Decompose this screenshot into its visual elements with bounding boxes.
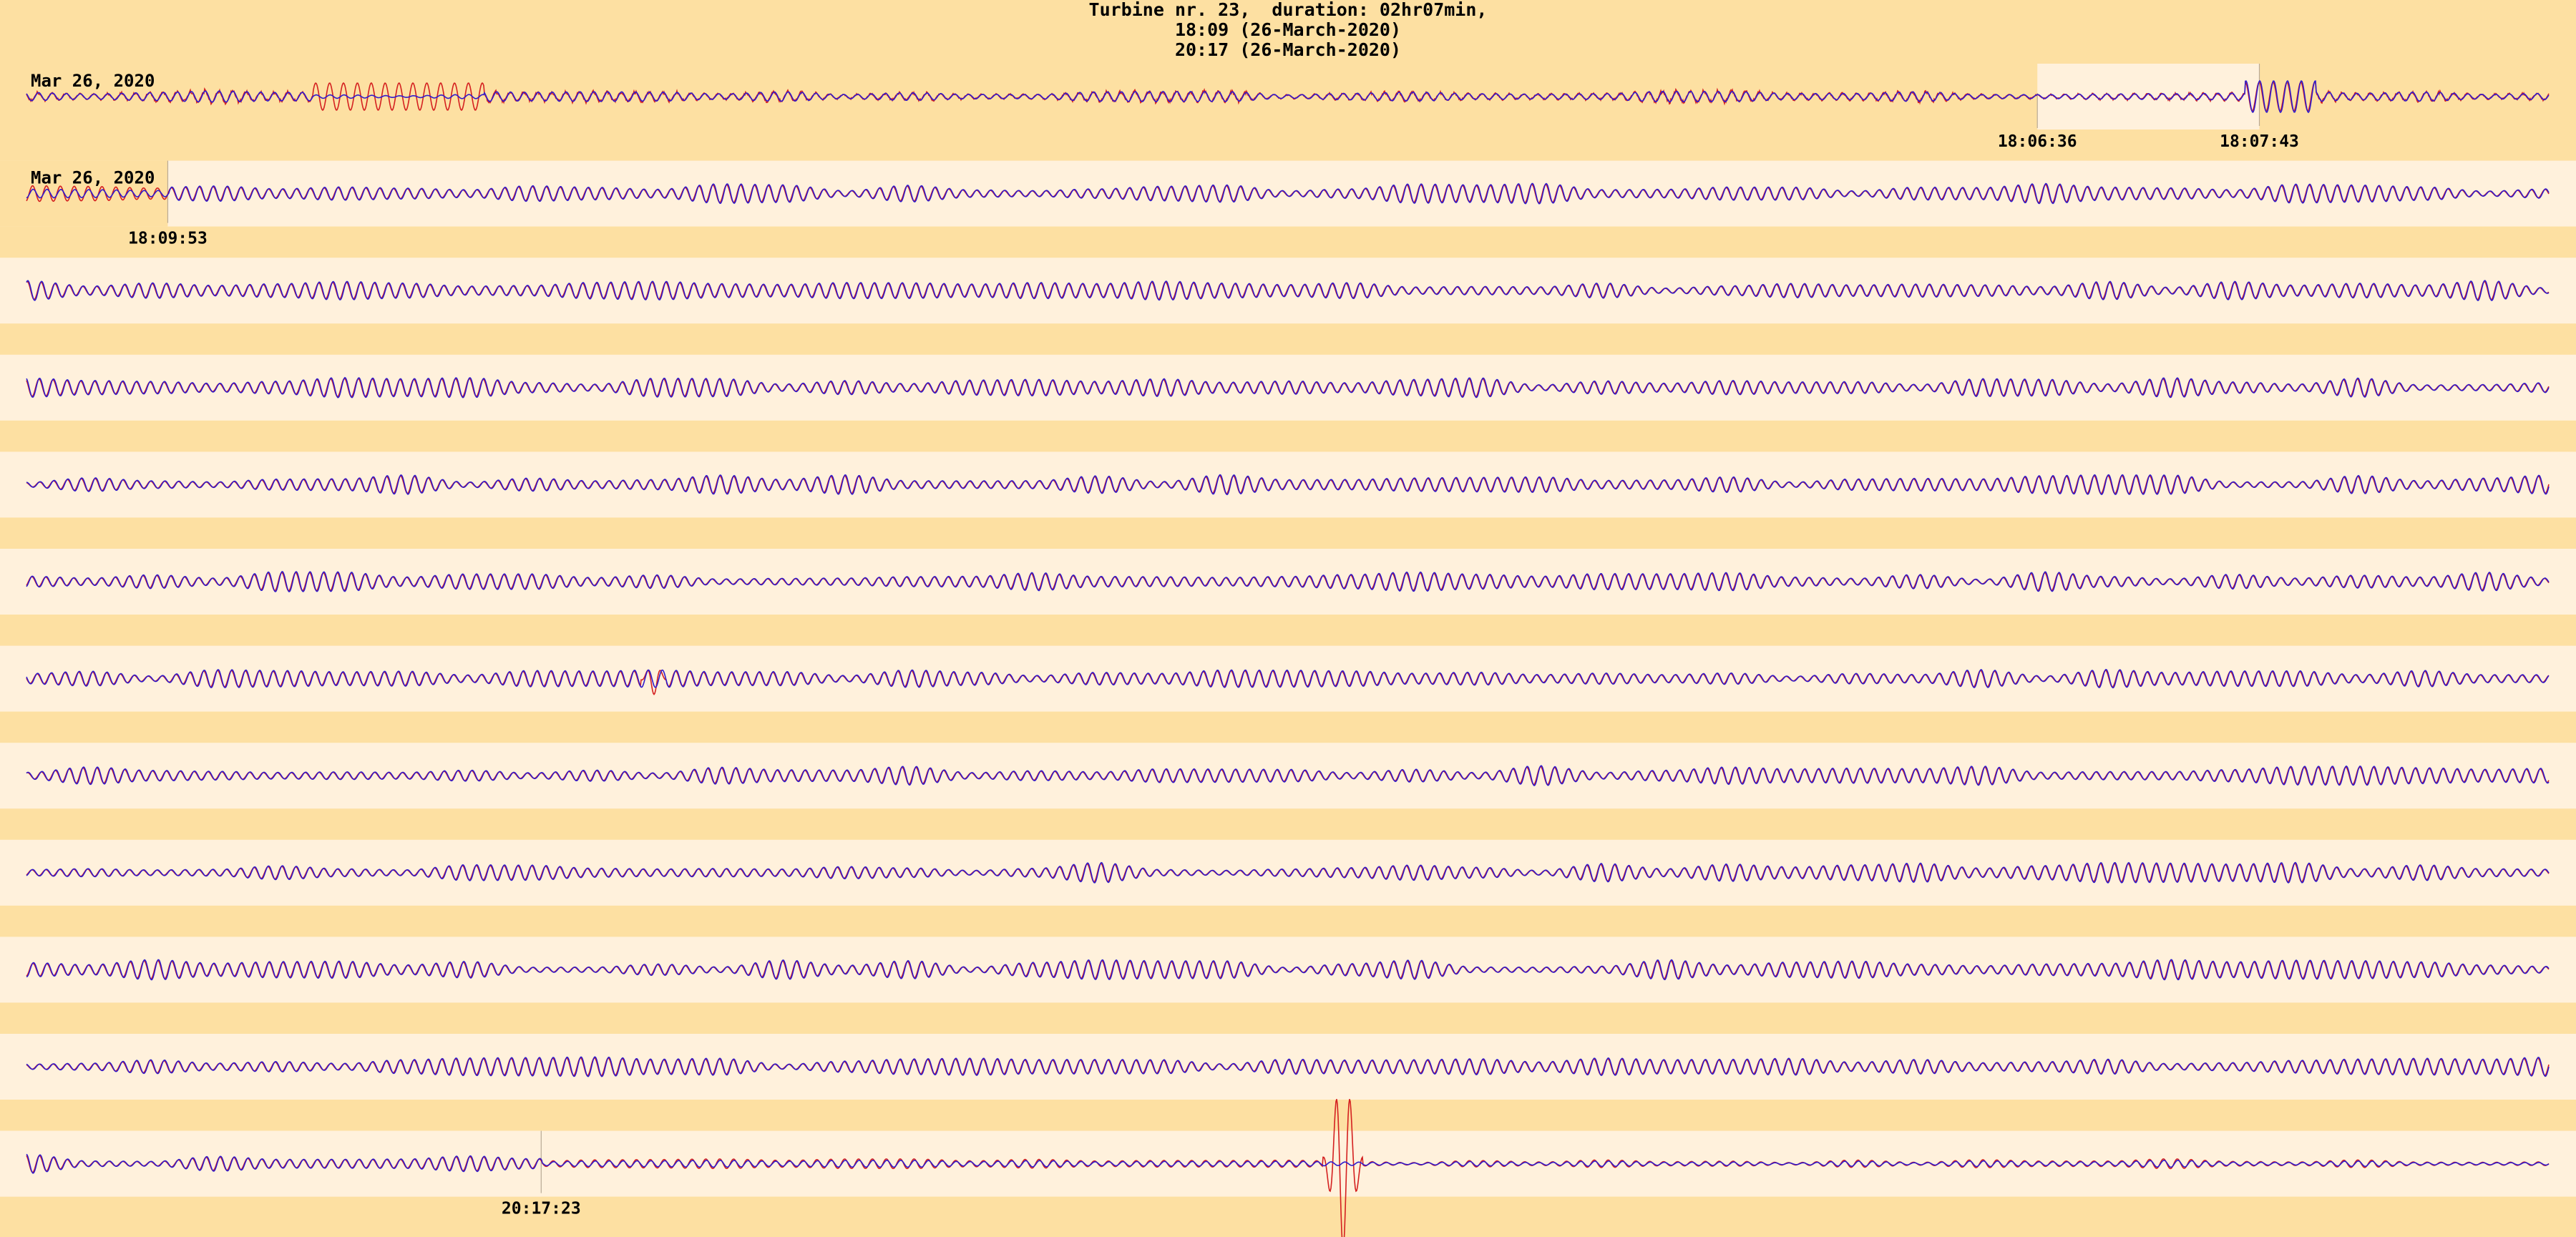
chart-end-time: 20:17 (26-March-2020) [1174,39,1402,60]
trace-lines [26,79,2550,1237]
highlight-span [2037,64,2260,129]
row-bands [0,64,2576,1197]
trace-series-blue [26,1153,2550,1174]
trace-series-blue [26,474,2550,496]
trace-series-blue [26,861,2550,884]
row-band [0,937,2576,1003]
row-time-label: 18:09:53 [128,230,208,248]
row-band [0,549,2576,615]
trace-series-blue [26,376,2550,399]
chart-start-time: 18:09 (26-March-2020) [1174,19,1402,40]
trace-series-blue [26,765,2550,786]
trace-series-blue [26,280,2550,301]
row-band [0,1034,2576,1100]
highlight-span [0,1130,542,1197]
trace-series-blue [26,959,2550,981]
chart-title-block: Turbine nr. 23, duration: 02hr07min, 18:… [0,0,2576,60]
row-band [0,354,2576,421]
row-band [0,160,2576,227]
row-labels: Mar 26, 2020 Mar 26, 2020 18:06:36 18:07:43… [31,71,2299,1218]
row-date-label: Mar 26, 2020 [31,168,155,188]
row-band [0,645,2576,712]
row-date-label: Mar 26, 2020 [31,71,155,91]
row-time-label: 18:06:36 [1998,132,2077,151]
row-band [0,451,2576,518]
chart-title: Turbine nr. 23, duration: 02hr07min, [1088,0,1488,20]
row-band [0,839,2576,906]
trace-series-blue [26,79,2550,114]
row-time-label: 20:17:23 [502,1200,581,1218]
trace-series-blue [26,182,2550,205]
trace-series-blue [26,1056,2550,1077]
trace-series-blue [26,668,2550,689]
trace-series-blue [26,571,2550,592]
row-time-label: 18:07:43 [2220,132,2299,151]
